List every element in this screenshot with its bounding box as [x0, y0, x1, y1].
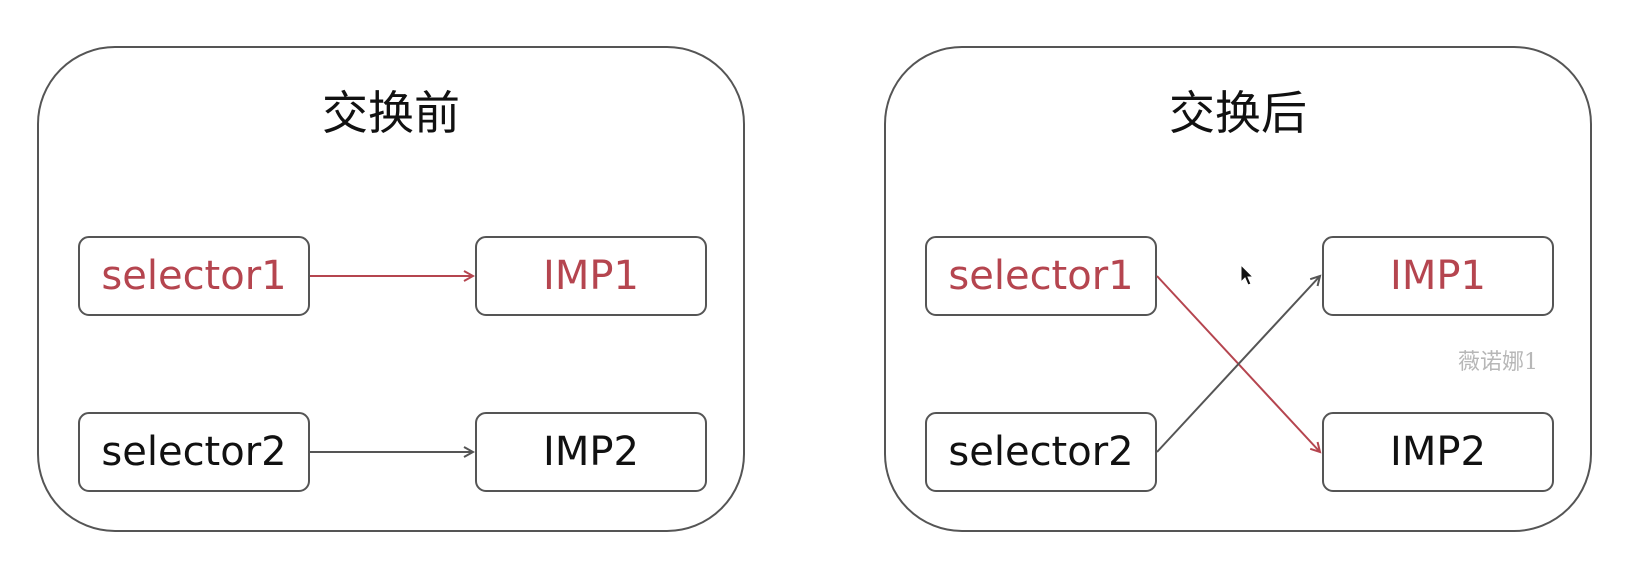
node-imp2-after: IMP2 — [1322, 412, 1554, 492]
mouse-pointer-icon — [1240, 264, 1255, 286]
node-selector2-after: selector2 — [925, 412, 1157, 492]
node-imp2-before: IMP2 — [475, 412, 707, 492]
watermark-text: 薇诺娜1 — [1458, 350, 1538, 375]
node-selector1-after: selector1 — [925, 236, 1157, 316]
node-selector1-before: selector1 — [78, 236, 310, 316]
panel-title-before: 交换前 — [322, 86, 460, 140]
node-selector2-before: selector2 — [78, 412, 310, 492]
node-imp1-before: IMP1 — [475, 236, 707, 316]
panel-title-after: 交换后 — [1169, 86, 1307, 140]
node-imp1-after: IMP1 — [1322, 236, 1554, 316]
